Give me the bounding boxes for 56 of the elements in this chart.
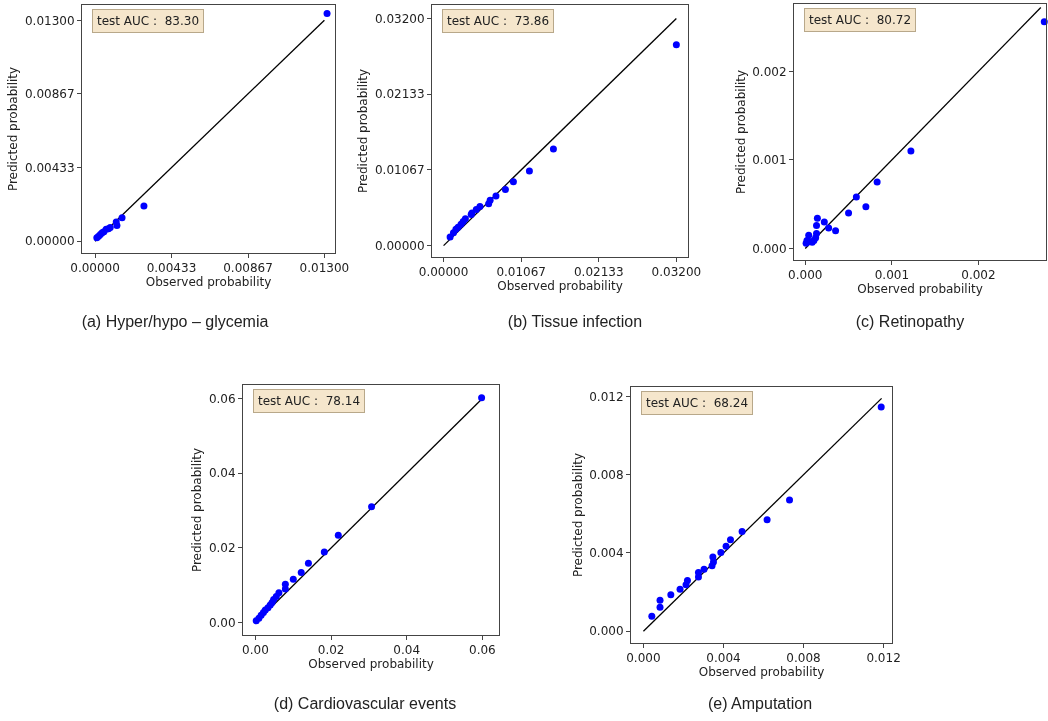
y-tick-label: 0.002 (752, 64, 787, 79)
x-tick-label: 0.000 (626, 651, 661, 666)
y-tick-label: 0.00867 (24, 87, 75, 102)
y-tick-label: 0.02133 (374, 87, 425, 102)
x-tick-label: 0.01067 (496, 265, 546, 280)
y-tick-label: 0.001 (752, 153, 787, 168)
text: (a) Hyper/hypo – glycemia (81, 313, 269, 331)
y-tick-label: 0.008 (589, 467, 624, 482)
x-tick-label: 0.001 (874, 268, 910, 283)
x-tick-label: 0.004 (706, 651, 741, 666)
annotation: test AUC : 68.24 (646, 396, 749, 410)
x-tick-label: 0.002 (961, 268, 996, 283)
x-axis-title: Observed probability (308, 657, 434, 672)
y-tick-label: 0.000 (752, 241, 787, 256)
text: (b) Tissue infection (507, 313, 643, 331)
y-axis-title: Predicted probability (356, 68, 371, 194)
x-tick-label: 0.00433 (146, 261, 197, 276)
y-tick-label: 0.004 (589, 546, 624, 561)
x-axis-title: Observed probability (497, 279, 623, 294)
y-tick-label: 0.06 (208, 391, 236, 406)
y-tick-label: 0.04 (208, 466, 236, 481)
x-tick-label: 0.00000 (70, 261, 120, 276)
annotation: test AUC : 73.86 (447, 14, 550, 28)
x-tick-label: 0.02 (317, 643, 345, 658)
y-axis-title: Predicted probability (570, 452, 585, 578)
y-tick-label: 0.00433 (24, 160, 75, 175)
text: (c) Retinopathy (855, 313, 965, 331)
y-tick-label: 0.00 (208, 615, 236, 630)
text: (d) Cardiovascular events (273, 695, 457, 713)
x-tick-label: 0.00000 (418, 265, 469, 280)
y-axis-title: Predicted probability (190, 447, 205, 573)
x-axis-title: Observed probability (857, 282, 983, 297)
y-tick-label: 0.03200 (374, 11, 425, 26)
annotation: test AUC : 83.30 (97, 14, 200, 28)
x-tick-label: 0.00867 (223, 261, 273, 276)
y-tick-label: 0.012 (589, 389, 624, 404)
x-axis-title: Observed probability (145, 275, 272, 290)
x-tick-label: 0.03200 (651, 265, 702, 280)
x-tick-label: 0.06 (469, 643, 496, 658)
y-axis-title: Predicted probability (733, 69, 748, 195)
y-axis-title: Predicted probability (6, 66, 21, 192)
y-tick-label: 0.000 (589, 624, 624, 639)
text: (e) Amputation (707, 695, 813, 713)
annotation: test AUC : 78.14 (258, 394, 361, 408)
annotation: test AUC : 80.72 (809, 13, 912, 27)
y-tick-label: 0.01300 (24, 13, 75, 28)
y-tick-label: 0.01067 (374, 163, 425, 178)
x-tick-label: 0.01300 (299, 261, 350, 276)
y-tick-label: 0.00000 (24, 234, 75, 249)
x-tick-label: 0.008 (786, 651, 821, 666)
x-tick-label: 0.000 (788, 268, 823, 283)
x-axis-title: Observed probability (698, 665, 825, 680)
x-tick-label: 0.00 (242, 643, 269, 658)
y-tick-label: 0.02 (208, 541, 236, 556)
x-tick-label: 0.012 (866, 651, 901, 666)
y-tick-label: 0.00000 (374, 238, 425, 253)
